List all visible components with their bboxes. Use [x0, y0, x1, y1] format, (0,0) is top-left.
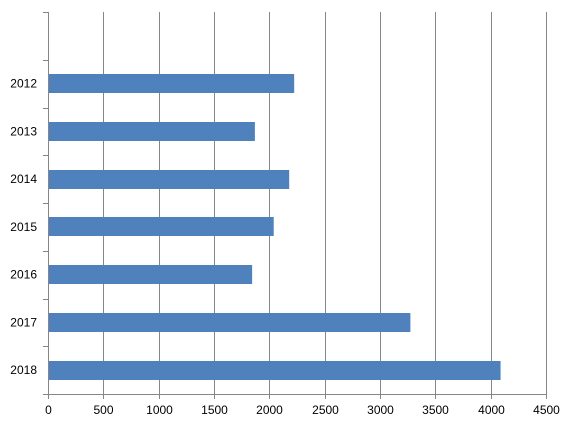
bar-2016: [48, 265, 253, 284]
bar-2015: [48, 217, 274, 236]
y-tick-label: 2018: [10, 363, 37, 377]
bar-2018: [48, 361, 501, 380]
x-tick-label: 1500: [201, 403, 228, 417]
x-tick-label: 1000: [146, 403, 173, 417]
bar-2017: [48, 313, 411, 332]
bar-2012: [48, 74, 295, 93]
x-tick-label: 3500: [422, 403, 449, 417]
y-tick-label: 2013: [10, 124, 37, 138]
x-tick-label: 0: [45, 403, 52, 417]
bar-2013: [48, 122, 255, 141]
y-tick-label: 2016: [10, 268, 37, 282]
gridlines: [103, 12, 547, 394]
y-tick-label: 2012: [10, 77, 37, 91]
y-tick-label: 2014: [10, 172, 37, 186]
y-tick-label: 2017: [10, 315, 37, 329]
bar-2014: [48, 170, 290, 189]
x-tick-label: 2000: [256, 403, 283, 417]
y-tick-label: 2015: [10, 220, 37, 234]
x-tick-label: 2500: [312, 403, 339, 417]
x-tick-label: 4500: [533, 403, 560, 417]
axes: [43, 12, 547, 399]
x-tick-label: 4000: [478, 403, 505, 417]
tick-labels: 0 500 1000 1500 2000 2500 3000 3500 4000 4500 2012…: [10, 77, 560, 417]
x-tick-label: 500: [93, 403, 113, 417]
bars: [48, 74, 501, 380]
x-tick-label: 3000: [367, 403, 394, 417]
